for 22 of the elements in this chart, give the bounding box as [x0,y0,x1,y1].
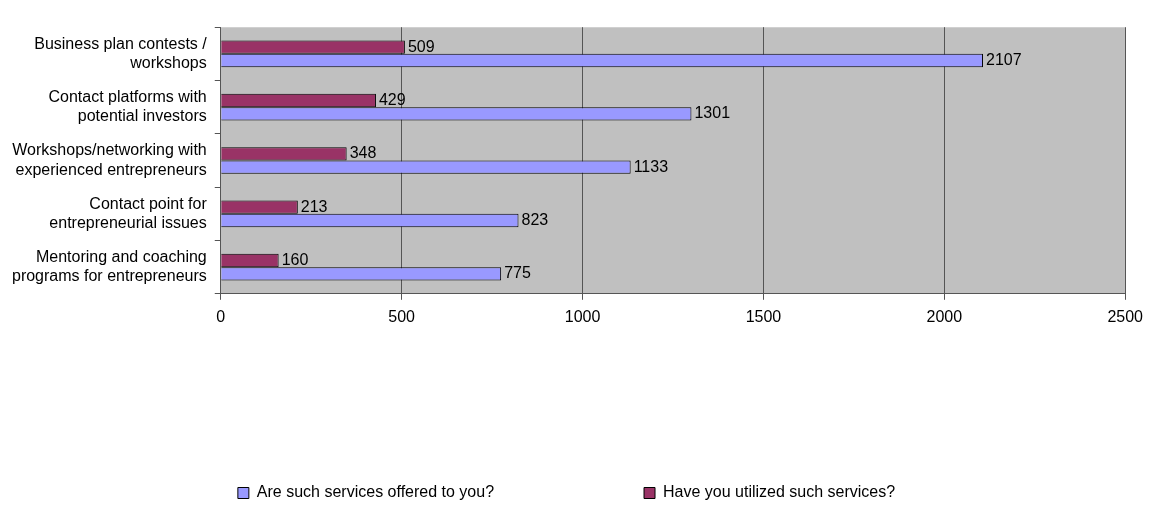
y-tick-label: Contact platforms with potential investors [48,87,207,125]
y-tick-label: Mentoring and coaching programs for entrepreneurs [11,247,207,285]
data-label: 348 [349,144,377,162]
x-tick-label: 1500 [745,307,782,325]
legend-label: Have you utilized such services? [663,483,896,501]
x-tick-label: 500 [388,307,416,325]
x-tick-label: 2500 [1107,307,1144,325]
data-label: 775 [504,264,531,282]
data-label: 823 [521,210,549,228]
x-tick-label: 2000 [926,307,963,325]
data-label: 160 [281,250,309,268]
x-tick-label: 0 [216,307,226,325]
y-tick-label: Business plan contests / workshops [34,34,208,71]
y-tick-label: Workshops/networking with experienced entrepreneurs [12,141,207,178]
data-label: 509 [407,37,435,55]
y-tick-label: Contact point for entrepreneurial issues [49,194,208,231]
legend-label: Are such services offered to you? [256,483,495,501]
x-tick-label: 1000 [564,307,601,325]
data-label: 1133 [633,157,669,175]
data-label: 2107 [986,50,1022,68]
data-label: 1301 [694,104,731,122]
data-label: 213 [300,197,328,215]
